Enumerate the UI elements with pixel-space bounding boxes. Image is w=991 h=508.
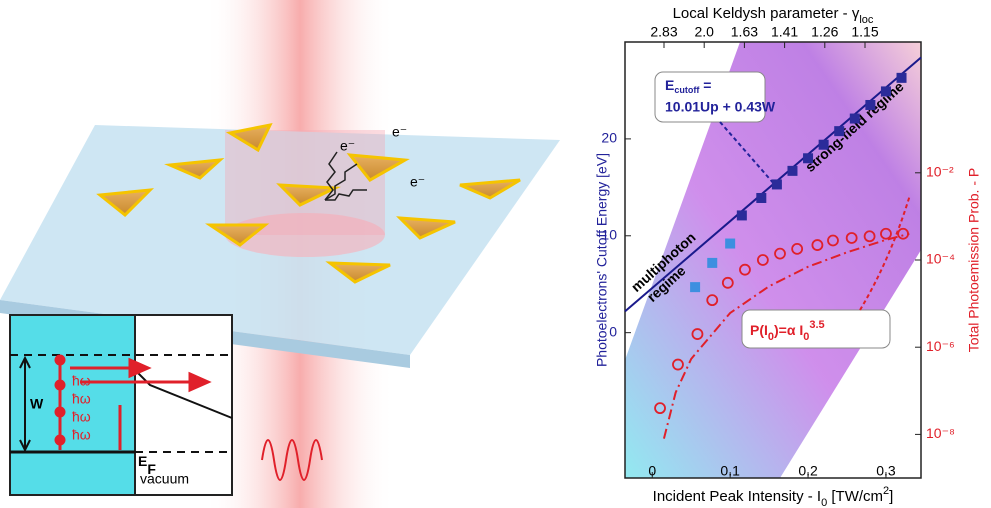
point <box>787 165 798 176</box>
point <box>756 254 769 266</box>
point <box>672 358 684 371</box>
photon-label: ħω <box>72 409 91 425</box>
point <box>725 238 736 249</box>
x-tick-label: 0.3 <box>876 463 896 479</box>
point <box>690 282 701 293</box>
electron-label: e⁻ <box>340 138 355 154</box>
point <box>691 328 704 340</box>
photon-label: ħω <box>72 373 91 389</box>
point <box>771 179 782 190</box>
y2-title: Total Photoemission Prob. - P <box>966 168 982 352</box>
y2-tick-label: 10⁻⁴ <box>926 251 955 267</box>
pulse <box>261 439 323 481</box>
point <box>818 139 829 150</box>
x2-tick-label: 1.26 <box>811 24 838 40</box>
energy-diagram: W ħω ħω ħω ħω EF vacuum <box>9 314 233 496</box>
annotation: Ecutoff = <box>665 77 711 96</box>
electron-paths <box>324 151 367 201</box>
x2-tick-label: 1.41 <box>771 24 798 40</box>
point <box>774 247 786 260</box>
point <box>811 239 824 251</box>
x2-tick-label: 1.63 <box>731 24 758 40</box>
point <box>827 234 839 247</box>
y-tick-label: 0 <box>609 323 617 339</box>
point <box>736 210 747 221</box>
point <box>896 72 907 83</box>
vacuum-label: vacuum <box>140 471 189 487</box>
annotation-box <box>654 71 766 123</box>
point <box>845 232 858 244</box>
point <box>897 227 909 240</box>
point <box>865 99 876 110</box>
electron-label: e⁻ <box>392 124 407 140</box>
point <box>707 257 718 268</box>
point <box>880 227 892 240</box>
chart: Local Keldysh parameter - γloc Incident … <box>594 5 982 508</box>
illustration: e⁻ e⁻ e⁻ W ħω ħω ħω ħω EF vacuum <box>0 0 560 508</box>
point <box>791 242 804 255</box>
photon-label: ħω <box>72 427 91 443</box>
point <box>654 402 666 415</box>
x-tick-label: 0.2 <box>798 463 818 479</box>
fit-line <box>662 232 910 439</box>
fermi-label: EF <box>138 453 156 477</box>
point <box>739 263 751 276</box>
y2-tick-label: 10⁻⁸ <box>926 425 955 441</box>
annotation: P(I0)=α I03.5 <box>750 319 825 343</box>
x-tick-label: 0.1 <box>720 463 740 479</box>
y2-tick-label: 10⁻⁶ <box>926 338 955 354</box>
electron-label: e⁻ <box>410 174 425 190</box>
x-title: Incident Peak Intensity - I0 [TW/cm2] <box>653 485 894 508</box>
annotation: 10.01Up + 0.43W <box>665 99 776 115</box>
annotation-box <box>741 309 891 349</box>
x-tick-label: 0 <box>648 463 656 479</box>
work-function-label: W <box>30 396 44 412</box>
point <box>803 153 814 164</box>
point <box>721 276 734 289</box>
x2-tick-label: 1.15 <box>851 24 878 40</box>
y-tick-label: 20 <box>601 130 617 146</box>
y2-tick-label: 10⁻² <box>926 164 954 180</box>
point <box>706 294 719 307</box>
point <box>880 86 891 97</box>
point <box>849 113 860 124</box>
y-title: Photoelectrons' Cutoff Energy [eV] <box>594 153 610 367</box>
point <box>756 192 767 203</box>
x2-title: Local Keldysh parameter - γloc <box>673 5 874 26</box>
beam-cone <box>225 130 385 235</box>
x2-tick-label: 2.83 <box>650 24 677 40</box>
nanoparticles <box>96 122 521 284</box>
point <box>834 126 845 137</box>
regime-band <box>625 42 921 478</box>
point <box>863 230 876 243</box>
x2-tick-label: 2.0 <box>694 24 714 40</box>
y-tick-label: 10 <box>601 226 617 242</box>
photon-label: ħω <box>72 391 91 407</box>
